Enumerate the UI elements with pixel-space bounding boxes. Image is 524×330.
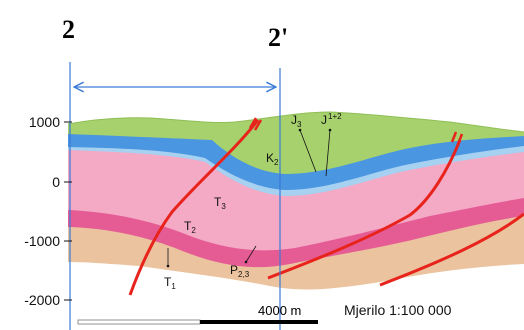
label-j12: J1+2 [321,112,342,127]
y-tick-1000: 1000 [29,114,60,130]
scale-length-label: 4000 m [258,303,301,318]
layer-permian [68,212,524,290]
label-t2: T2 [184,219,196,235]
fault-marker-1 [248,117,263,131]
label-j3: J3 [291,113,302,129]
fault-line-2 [267,139,462,280]
layer-jurassic-light [68,144,524,196]
scale-bar [77,319,318,325]
y-tick-minus-2000: -2000 [24,292,60,308]
y-tick-minus-1000: -1000 [24,233,60,249]
fault-line-1 [128,119,260,296]
y-axis [64,121,72,301]
label-p23: P2,3 [230,263,250,279]
leader-j12 [325,129,331,177]
section-left-label: 2 [62,15,75,44]
scale-ratio-label: Mjerilo 1:100 000 [344,302,452,318]
label-t3: T3 [214,195,226,211]
layer-triassic-pink [68,148,524,251]
fault-marker-2 [450,131,464,145]
label-k2: K2 [266,151,279,167]
y-tick-0: 0 [52,174,60,190]
layer-triassic-dark [68,196,524,268]
fault-line-3 [379,212,524,287]
leader-j3 [299,129,317,173]
leader-p23 [245,245,257,263]
layer-cretaceous-edge [67,111,524,133]
label-t1: T1 [164,275,176,291]
layer-cretaceous [68,112,524,174]
section-right-label: 2' [268,23,288,52]
